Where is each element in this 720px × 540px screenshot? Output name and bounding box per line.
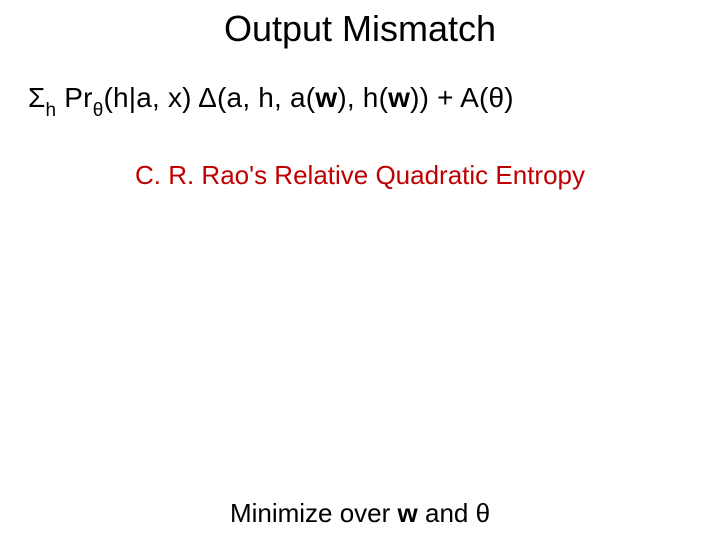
formula-mid: ), h( [337,82,388,113]
formula-w1: w [315,82,337,113]
bottom-lead: Minimize over [230,498,398,528]
caption: C. R. Rao's Relative Quadratic Entropy [0,160,720,191]
formula: Σh Prθ(h|a, x) Δ(a, h, a(w), h(w)) + A(θ… [28,82,514,120]
bottom-w: w [398,498,418,528]
formula-cond: (h|a, x) Δ(a, h, a( [103,82,315,113]
formula-sub-h: h [46,100,57,121]
formula-pr: Pr [56,82,92,113]
bottom-and: and θ [418,498,490,528]
slide-title: Output Mismatch [0,8,720,50]
formula-sigma: Σ [28,82,46,113]
formula-w2: w [388,82,410,113]
formula-tail: )) + A(θ) [410,82,514,113]
bottom-line: Minimize over w and θ [0,498,720,529]
slide: Output Mismatch Σh Prθ(h|a, x) Δ(a, h, a… [0,0,720,540]
formula-sub-theta: θ [93,100,104,121]
